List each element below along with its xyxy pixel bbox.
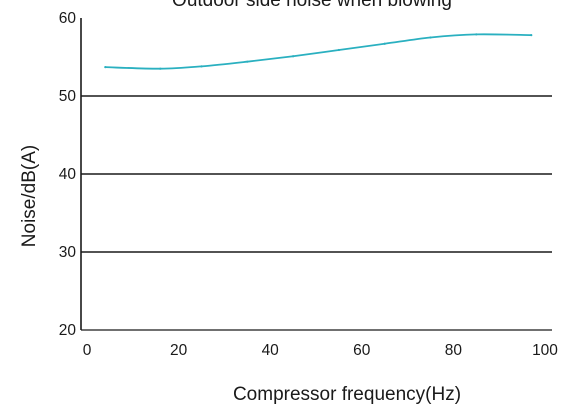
x-tick-label: 40 — [262, 342, 280, 359]
y-tick-label: 20 — [59, 322, 77, 339]
x-tick-label: 80 — [445, 342, 463, 359]
axes — [80, 18, 552, 331]
series-layer — [104, 33, 533, 70]
x-tick-label: 60 — [353, 342, 371, 359]
x-tick-label: 100 — [532, 342, 558, 359]
data-point — [383, 42, 386, 45]
x-tick-label: 0 — [83, 342, 92, 359]
y-tick-label: 30 — [59, 244, 77, 261]
data-point — [337, 48, 340, 52]
y-tick-labels: 20 30 40 50 60 — [59, 10, 77, 339]
data-point — [246, 60, 249, 63]
data-point — [200, 65, 203, 68]
y-tick-label: 50 — [59, 88, 77, 105]
y-axis-title: Noise/dB(A) — [19, 145, 40, 247]
data-point — [475, 33, 478, 36]
data-point — [530, 34, 533, 37]
data-point — [429, 36, 432, 39]
x-axis-title: Compressor frequency(Hz) — [233, 384, 461, 405]
y-tick-label: 40 — [59, 166, 77, 183]
gridlines — [81, 95, 552, 253]
series-line — [105, 33, 532, 70]
x-tick-label: 20 — [170, 342, 188, 359]
chart-title: Outdoor side noise when blowing — [172, 0, 452, 11]
data-point — [292, 55, 295, 58]
data-point — [104, 66, 107, 69]
y-tick-label: 60 — [59, 10, 77, 27]
x-tick-labels: 0 20 40 60 80 100 — [83, 342, 559, 359]
data-point — [159, 67, 162, 70]
